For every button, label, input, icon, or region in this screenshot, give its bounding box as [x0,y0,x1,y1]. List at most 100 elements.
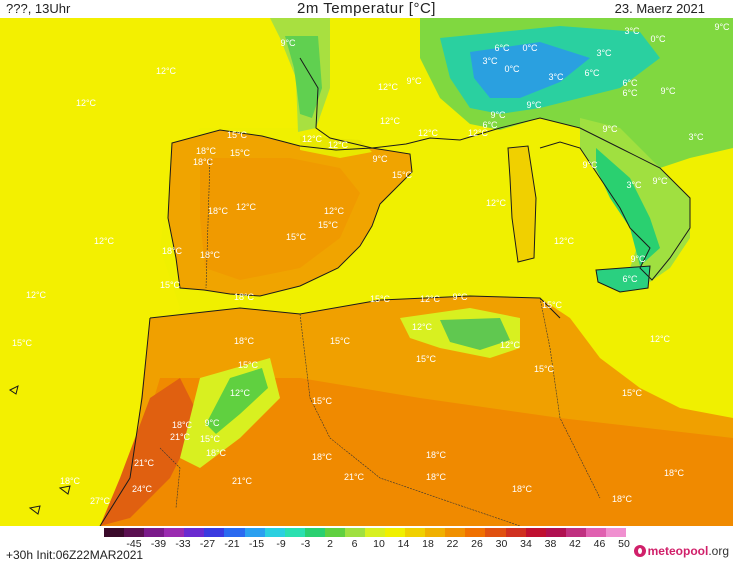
temperature-label: 9°C [406,76,422,86]
temperature-label: 18°C [196,146,217,156]
legend-swatch [586,528,606,537]
temperature-label: 15°C [370,294,391,304]
temperature-label: 15°C [286,232,307,242]
temperature-label: 12°C [380,116,401,126]
temperature-label: 9°C [526,100,542,110]
temperature-label: 15°C [312,396,333,406]
temperature-label: 18°C [206,448,227,458]
legend-tick: 34 [520,538,532,550]
temperature-label: 9°C [372,154,388,164]
temperature-label: 3°C [624,26,640,36]
temperature-label: 0°C [522,43,538,53]
temperature-label: 3°C [626,180,642,190]
legend-swatch [465,528,485,537]
legend-tick: -27 [200,538,215,550]
legend-tick: 18 [422,538,434,550]
temperature-label: 18°C [193,157,214,167]
temperature-label: 15°C [12,338,33,348]
temperature-label: 12°C [328,140,349,150]
temperature-label: 9°C [204,418,220,428]
temperature-label: 18°C [664,468,685,478]
temperature-label: 3°C [596,48,612,58]
legend-tick: -9 [276,538,285,550]
temperature-label: 27°C [90,496,111,506]
temperature-label: 12°C [76,98,97,108]
legend-swatch [566,528,586,537]
temperature-label: 12°C [236,202,257,212]
temperature-label: 6°C [494,43,510,53]
temperature-label: 12°C [324,206,345,216]
temperature-label: 0°C [504,64,520,74]
legend-swatch [606,528,626,537]
temperature-label: 9°C [452,292,468,302]
temperature-label: 15°C [622,388,643,398]
legend-tick: -33 [175,538,190,550]
temperature-label: 18°C [60,476,81,486]
legend-tick: -21 [224,538,239,550]
run-info: +30h Init:06Z22MAR2021 [6,548,143,562]
temperature-label: 9°C [490,110,506,120]
legend-tick: 50 [618,538,630,550]
temperature-label: 21°C [344,472,365,482]
legend-swatch [305,528,325,537]
legend-swatch [265,528,285,537]
temperature-label: 6°C [622,78,638,88]
temperature-label: 18°C [234,336,255,346]
legend-tick: 46 [594,538,606,550]
legend-swatch [425,528,445,537]
temperature-label: 12°C [420,294,441,304]
temperature-label: 0°C [650,34,666,44]
legend-tick: 38 [545,538,557,550]
temperature-label: 12°C [554,236,575,246]
temperature-label: 18°C [162,246,183,256]
legend-swatch [325,528,345,537]
temperature-label: 12°C [412,322,433,332]
temperature-label: 18°C [426,472,447,482]
legend-swatch [365,528,385,537]
legend-swatch [184,528,204,537]
temperature-label: 6°C [584,68,600,78]
temperature-label: 15°C [330,336,351,346]
temperature-map: 9°C 12°C 12°C 6°C 0°C 3°C 0°C 3°C 3°C 0°C 9°C 3°C 6°… [0,18,733,526]
map-header: ???, 13Uhr 2m Temperatur [°C] 23. Maerz … [0,0,733,18]
temperature-label: 9°C [660,86,676,96]
temperature-label: 3°C [482,56,498,66]
legend-tick: 2 [327,538,333,550]
meteopool-logo-icon [634,545,646,557]
legend-tick: 6 [352,538,358,550]
legend-swatch [445,528,465,537]
temperature-label: 18°C [312,452,333,462]
temperature-label: 18°C [200,250,221,260]
temperature-label: 15°C [160,280,181,290]
legend-swatch [485,528,505,537]
legend-swatch [204,528,224,537]
temperature-label: 12°C [500,340,521,350]
legend-tick: -15 [249,538,264,550]
temperature-label: 12°C [378,82,399,92]
legend-swatch [104,528,124,537]
meteopool-logo[interactable]: meteopool.org [634,544,729,558]
legend-tick: 22 [447,538,459,550]
map-footer: -45 -39 -33 -27 -21 -15 -9 -3 2 6 10 14 18 22 26 30 34 38… [0,526,733,566]
temperature-label: 12°C [94,236,115,246]
temperature-label: 12°C [418,128,439,138]
temperature-label: 18°C [512,484,533,494]
temperature-label: 15°C [318,220,339,230]
legend-tick: 42 [569,538,581,550]
temperature-label: 6°C [622,88,638,98]
legend-color-bar [104,528,626,537]
legend-swatch [546,528,566,537]
temperature-label: 18°C [612,494,633,504]
legend-swatch [405,528,425,537]
temperature-label: 9°C [582,160,598,170]
legend-swatch [164,528,184,537]
temperature-label: 12°C [156,66,177,76]
temperature-label: 15°C [392,170,413,180]
temperature-label: 12°C [650,334,671,344]
temperature-label: 21°C [170,432,191,442]
temperature-label: 18°C [172,420,193,430]
temperature-label: 15°C [200,434,221,444]
temperature-label: 9°C [602,124,618,134]
legend-tick: 10 [373,538,385,550]
temperature-label: 15°C [230,148,251,158]
